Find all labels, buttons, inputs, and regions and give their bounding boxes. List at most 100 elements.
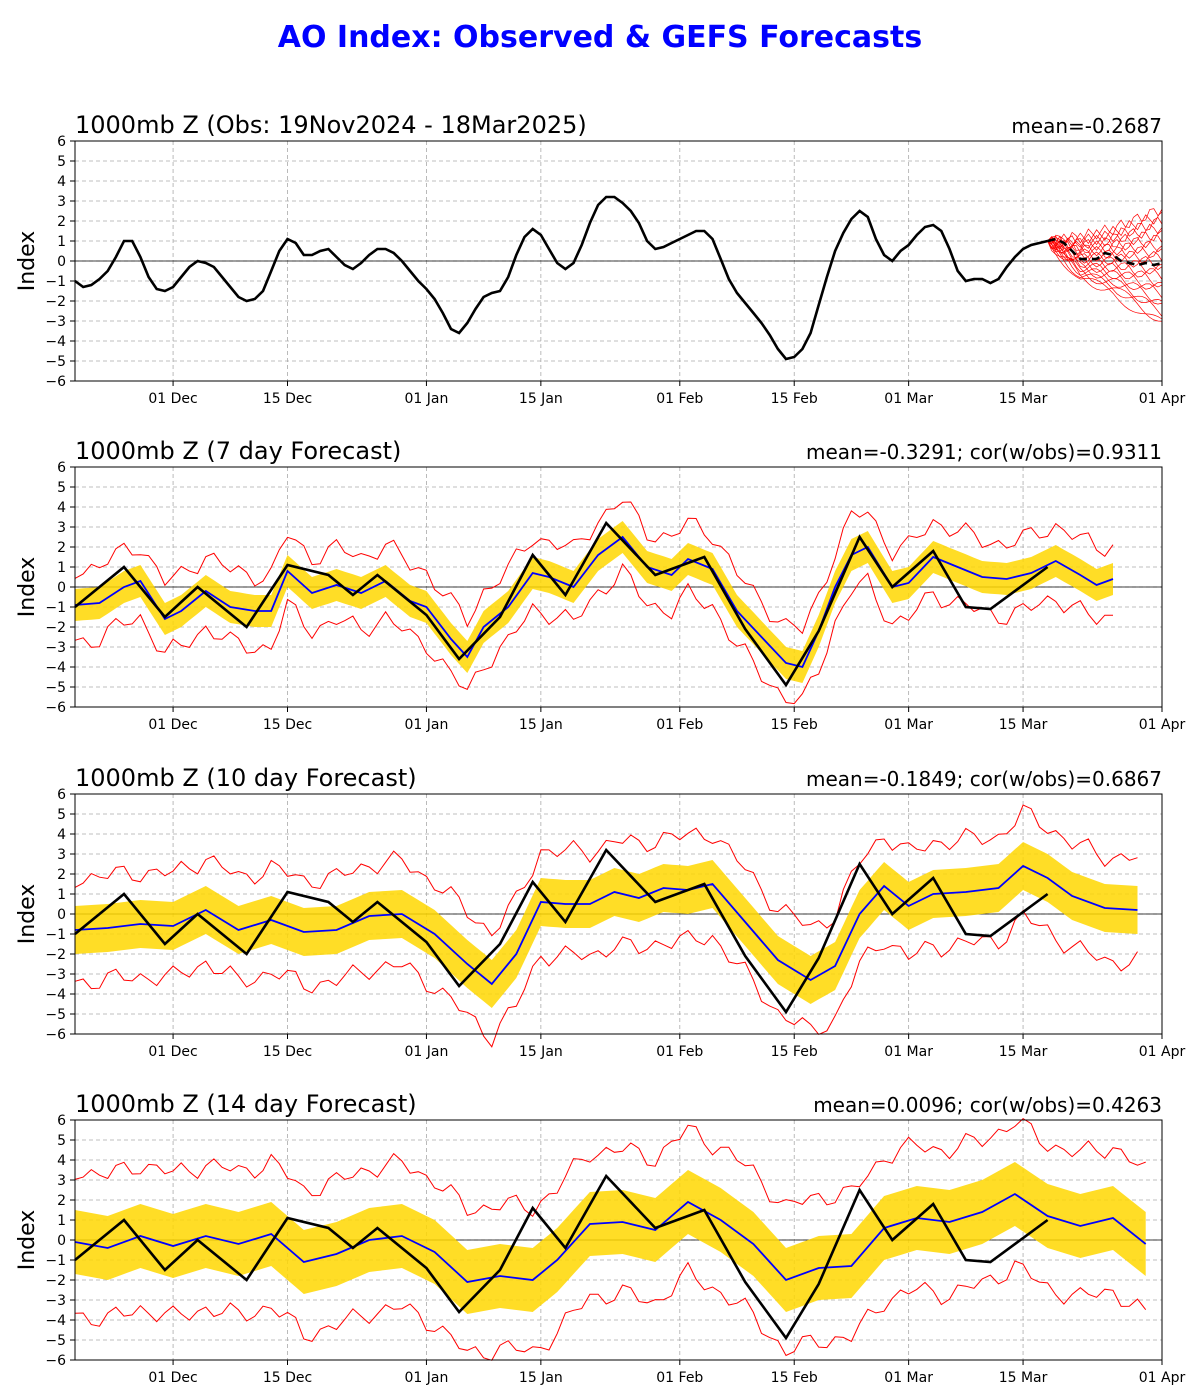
y-tick-label: 6 <box>57 1113 66 1129</box>
x-tick-label: 15 Jan <box>519 391 563 407</box>
observed-line <box>74 195 1048 361</box>
y-tick-label: −1 <box>45 927 66 943</box>
page-title: AO Index: Observed & GEFS Forecasts <box>277 20 923 55</box>
y-tick-label: −6 <box>45 1353 66 1369</box>
x-tick-label: 15 Dec <box>263 1044 312 1060</box>
x-tick-label: 01 Dec <box>148 1044 197 1060</box>
x-tick-label: 15 Dec <box>263 1370 312 1386</box>
y-tick-label: −4 <box>45 334 66 350</box>
chart-stats: mean=-0.2687 <box>1011 114 1162 138</box>
ensemble-max-line <box>74 804 1138 937</box>
y-tick-label: −4 <box>45 987 66 1003</box>
y-tick-label: −3 <box>45 967 66 983</box>
forecast-14day-chart: −6 −5 −4 −3 −2 −1 0 1 2 3 4 5 6 01 Dec 15 Dec 01 Jan 15 … <box>15 1090 1186 1386</box>
ensemble-member-line <box>1047 239 1163 275</box>
y-axis-label: Index <box>15 1210 40 1271</box>
observed-line <box>74 847 1049 1015</box>
x-tick-label: 15 Dec <box>263 717 312 733</box>
forecast-10day-chart: −6 −5 −4 −3 −2 −1 0 1 2 3 4 5 6 01 Dec 15 Dec 01 Jan 15 … <box>15 764 1186 1060</box>
ensemble-member-line <box>1047 217 1163 248</box>
ensemble-max-line <box>74 1117 1146 1218</box>
x-tick-label: 15 Mar <box>999 1044 1048 1060</box>
y-tick-label: 4 <box>57 500 66 516</box>
ensemble-member-line <box>1047 240 1163 305</box>
y-tick-label: −5 <box>45 354 66 370</box>
y-tick-label: −3 <box>45 640 66 656</box>
ensemble-member-line <box>1047 236 1163 259</box>
ensemble-member-line <box>1047 240 1163 320</box>
observed-chart: −6 −5 −4 −3 −2 −1 0 1 2 3 4 5 6 01 Dec 15 Dec 01 Jan 15 … <box>15 111 1186 407</box>
ensemble-mean-line <box>74 535 1114 669</box>
x-tick-label: 01 Feb <box>656 1044 703 1060</box>
y-tick-label: 2 <box>57 867 66 883</box>
x-tick-label: 01 Jan <box>405 717 449 733</box>
x-tick-label: 01 Apr <box>1139 1044 1186 1060</box>
y-tick-label: 1 <box>57 234 66 250</box>
y-tick-label: 3 <box>57 1173 66 1189</box>
y-tick-label: 5 <box>57 480 66 496</box>
y-tick-label: −2 <box>45 620 66 636</box>
ensemble-member-line <box>1047 237 1163 288</box>
ensemble-member-line <box>1047 240 1163 299</box>
y-tick-label: 5 <box>57 807 66 823</box>
chart-title: 1000mb Z (Obs: 19Nov2024 - 18Mar2025) <box>75 111 587 139</box>
y-tick-label: −2 <box>45 947 66 963</box>
ensemble-member-line <box>1047 240 1163 322</box>
x-tick-label: 15 Dec <box>263 391 312 407</box>
y-axis-label: Index <box>15 557 40 618</box>
ensemble-spread-band <box>75 1162 1146 1314</box>
y-tick-label: 6 <box>57 134 66 150</box>
x-tick-label: 01 Apr <box>1139 717 1186 733</box>
x-tick-label: 15 Jan <box>519 1044 563 1060</box>
x-tick-label: 15 Feb <box>771 391 818 407</box>
y-tick-label: −1 <box>45 600 66 616</box>
x-tick-label: 15 Jan <box>519 717 563 733</box>
ensemble-spread-band <box>75 521 1113 683</box>
ensemble-max-line <box>74 501 1114 635</box>
y-axis-label: Index <box>15 231 40 292</box>
x-tick-label: 01 Mar <box>884 1044 933 1060</box>
ensemble-min-line <box>74 909 1138 1048</box>
y-tick-label: −5 <box>45 1007 66 1023</box>
chart-title: 1000mb Z (14 day Forecast) <box>75 1090 417 1118</box>
observed-line <box>74 520 1049 688</box>
y-tick-label: 5 <box>57 154 66 170</box>
y-tick-label: −1 <box>45 274 66 290</box>
x-tick-label: 01 Apr <box>1139 391 1186 407</box>
ensemble-member-line <box>1047 239 1163 271</box>
x-tick-label: 01 Mar <box>884 391 933 407</box>
x-tick-label: 15 Mar <box>999 1370 1048 1386</box>
chart-stats: mean=-0.1849; cor(w/obs)=0.6867 <box>806 767 1162 791</box>
y-tick-label: −2 <box>45 294 66 310</box>
x-tick-label: 15 Feb <box>771 1044 818 1060</box>
x-tick-label: 15 Feb <box>771 717 818 733</box>
y-tick-label: 4 <box>57 1153 66 1169</box>
x-tick-label: 15 Mar <box>999 717 1048 733</box>
chart-title: 1000mb Z (10 day Forecast) <box>75 764 417 792</box>
y-tick-label: 1 <box>57 1213 66 1229</box>
x-tick-label: 15 Jan <box>519 1370 563 1386</box>
chart-stats: mean=-0.3291; cor(w/obs)=0.9311 <box>806 440 1162 464</box>
x-tick-label: 01 Dec <box>148 1370 197 1386</box>
y-tick-label: 0 <box>57 254 66 270</box>
forecast-mean-line <box>1047 237 1163 267</box>
y-tick-label: 2 <box>57 1193 66 1209</box>
chart-title: 1000mb Z (7 day Forecast) <box>75 437 401 465</box>
y-tick-label: 5 <box>57 1133 66 1149</box>
y-tick-label: 3 <box>57 520 66 536</box>
y-tick-label: 0 <box>57 907 66 923</box>
observed-line <box>74 1173 1049 1341</box>
y-tick-label: −5 <box>45 1333 66 1349</box>
x-tick-label: 01 Feb <box>656 391 703 407</box>
ensemble-member-line <box>1047 239 1163 317</box>
x-tick-label: 01 Apr <box>1139 1370 1186 1386</box>
ensemble-member-line <box>1047 227 1163 251</box>
x-tick-label: 01 Mar <box>884 1370 933 1386</box>
y-tick-label: 1 <box>57 887 66 903</box>
y-tick-label: −6 <box>45 1027 66 1043</box>
y-tick-label: 0 <box>57 580 66 596</box>
x-tick-label: 01 Jan <box>405 1370 449 1386</box>
x-tick-label: 01 Feb <box>656 1370 703 1386</box>
y-tick-label: −3 <box>45 1293 66 1309</box>
ensemble-member-line <box>1047 208 1163 248</box>
